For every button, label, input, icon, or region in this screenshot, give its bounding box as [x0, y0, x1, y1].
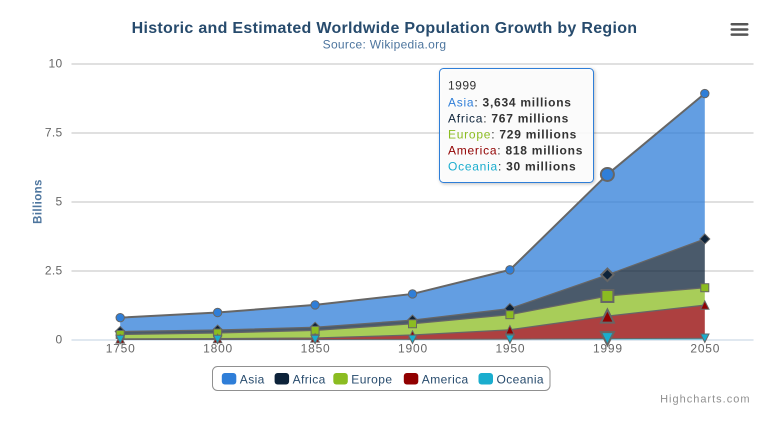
svg-text:1750: 1750: [106, 342, 136, 356]
svg-text:1999: 1999: [593, 342, 623, 356]
svg-text:7.5: 7.5: [45, 126, 63, 140]
svg-text:2050: 2050: [690, 342, 720, 356]
svg-text:Historic and Estimated Worldwi: Historic and Estimated Worldwide Populat…: [132, 20, 638, 37]
svg-text:1800: 1800: [203, 342, 233, 356]
svg-text:Africa: Africa: [293, 373, 326, 387]
svg-text:Africa: 767 millions: Africa: 767 millions: [448, 112, 569, 126]
svg-text:1900: 1900: [398, 342, 428, 356]
svg-text:0: 0: [56, 333, 63, 347]
svg-text:1850: 1850: [301, 342, 331, 356]
svg-text:Europe: Europe: [351, 373, 392, 387]
svg-text:Asia: 3,634 millions: Asia: 3,634 millions: [448, 96, 572, 110]
svg-text:Source: Wikipedia.org: Source: Wikipedia.org: [323, 38, 447, 52]
svg-text:2.5: 2.5: [45, 264, 63, 278]
svg-text:1950: 1950: [495, 342, 525, 356]
svg-text:10: 10: [49, 57, 63, 71]
svg-text:America: 818 millions: America: 818 millions: [448, 144, 583, 158]
svg-text:Highcharts.com: Highcharts.com: [660, 394, 750, 406]
svg-text:Asia: Asia: [240, 373, 265, 387]
svg-text:Oceania: 30 millions: Oceania: 30 millions: [448, 160, 576, 174]
svg-text:1999: 1999: [448, 79, 477, 93]
svg-text:America: America: [422, 373, 469, 387]
svg-text:Oceania: Oceania: [497, 373, 545, 387]
svg-text:Europe: 729 millions: Europe: 729 millions: [448, 128, 577, 142]
svg-text:5: 5: [56, 195, 63, 209]
svg-text:Billions: Billions: [33, 179, 45, 224]
